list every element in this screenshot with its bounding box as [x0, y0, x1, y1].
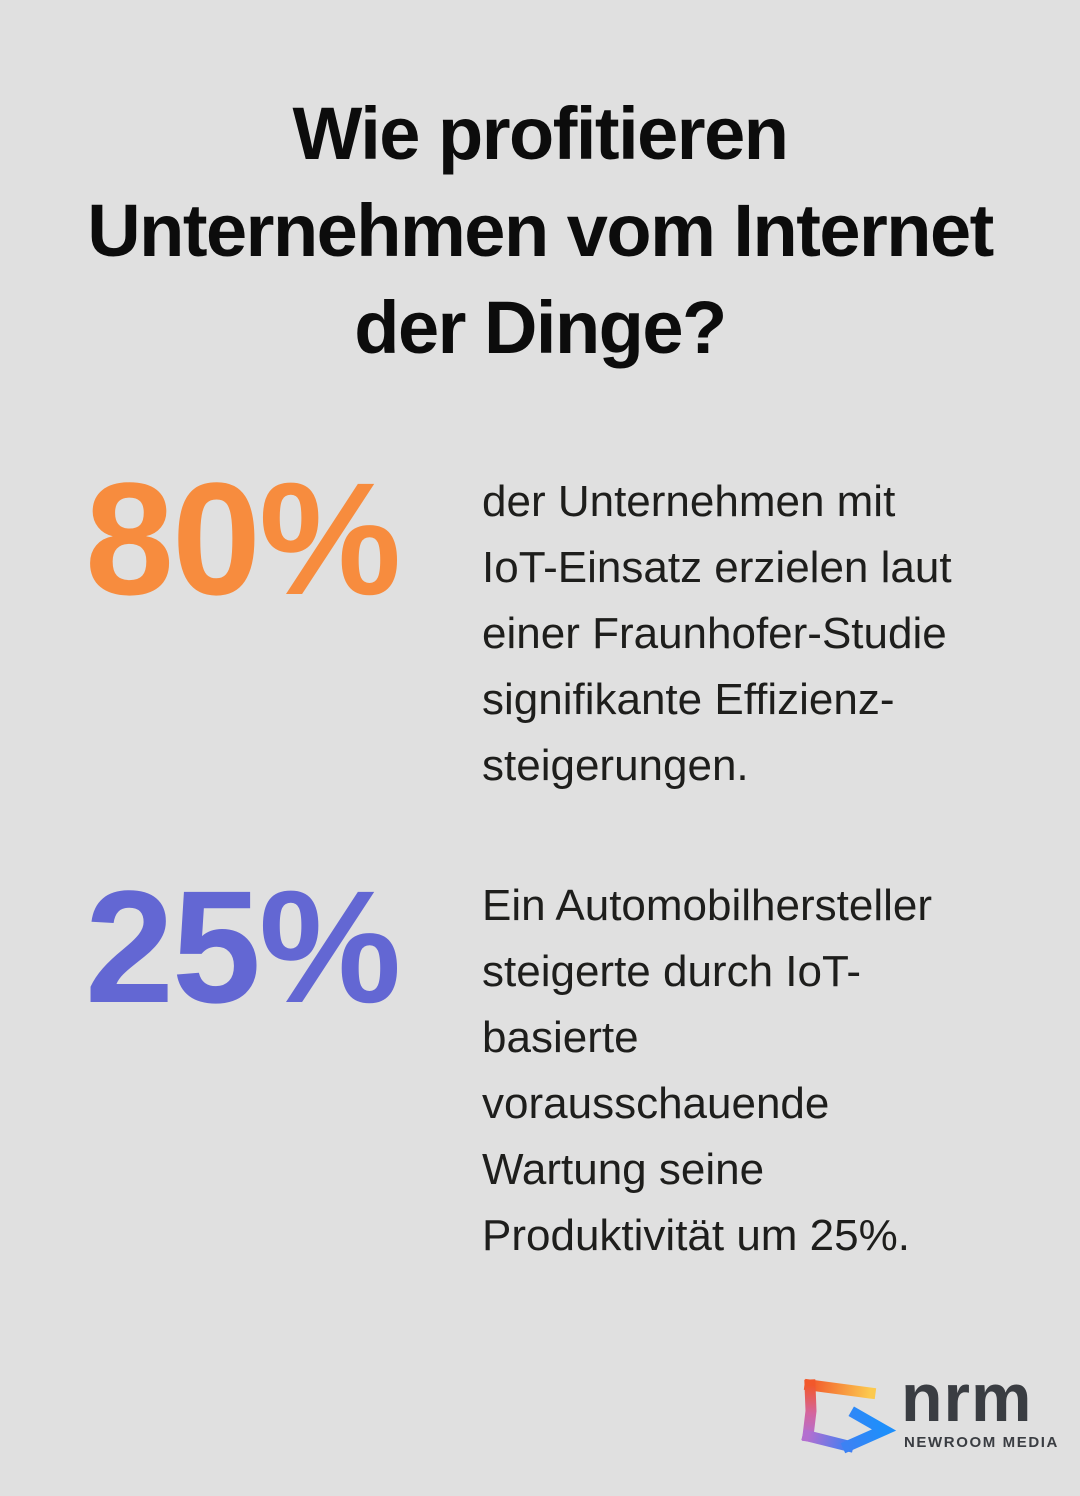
stat-description-80-percent: der Unternehmen mit IoT-Einsatz erzielen…	[482, 469, 1022, 799]
stat-value-80-percent: 80%	[85, 449, 401, 628]
stat-text-line: der Unternehmen mit	[482, 477, 896, 526]
stat-text-line: signifikante Effizienz-	[482, 675, 895, 724]
logo-brand-text: nrm	[901, 1360, 1033, 1436]
stat-text-line: vorausschauende	[482, 1079, 830, 1128]
stat-text-line: Wartung seine	[482, 1145, 765, 1194]
page-title: Wie profitieren Unternehmen vom Internet…	[0, 85, 1080, 376]
title-line: der Dinge?	[354, 286, 727, 369]
stat-value-25-percent: 25%	[85, 857, 401, 1036]
stat-text-line: steigerte durch IoT-	[482, 947, 862, 996]
stat-text-line: steigerungen.	[482, 741, 749, 790]
stat-text-line: basierte	[482, 1013, 639, 1062]
title-line: Unternehmen vom Internet	[87, 189, 994, 272]
stat-text-line: Ein Automobilhersteller	[482, 881, 933, 930]
title-line: Wie profitieren	[292, 92, 789, 175]
stat-text-line: Produktivität um 25%.	[482, 1211, 910, 1260]
stat-text-line: einer Fraunhofer-Studie	[482, 609, 947, 658]
logo-subtitle-text: NEWROOM MEDIA	[904, 1434, 1059, 1451]
stat-description-25-percent: Ein Automobilhersteller steigerte durch …	[482, 873, 1022, 1269]
newroom-media-logo-icon	[801, 1378, 897, 1454]
stat-text-line: IoT-Einsatz erzielen laut	[482, 543, 952, 592]
